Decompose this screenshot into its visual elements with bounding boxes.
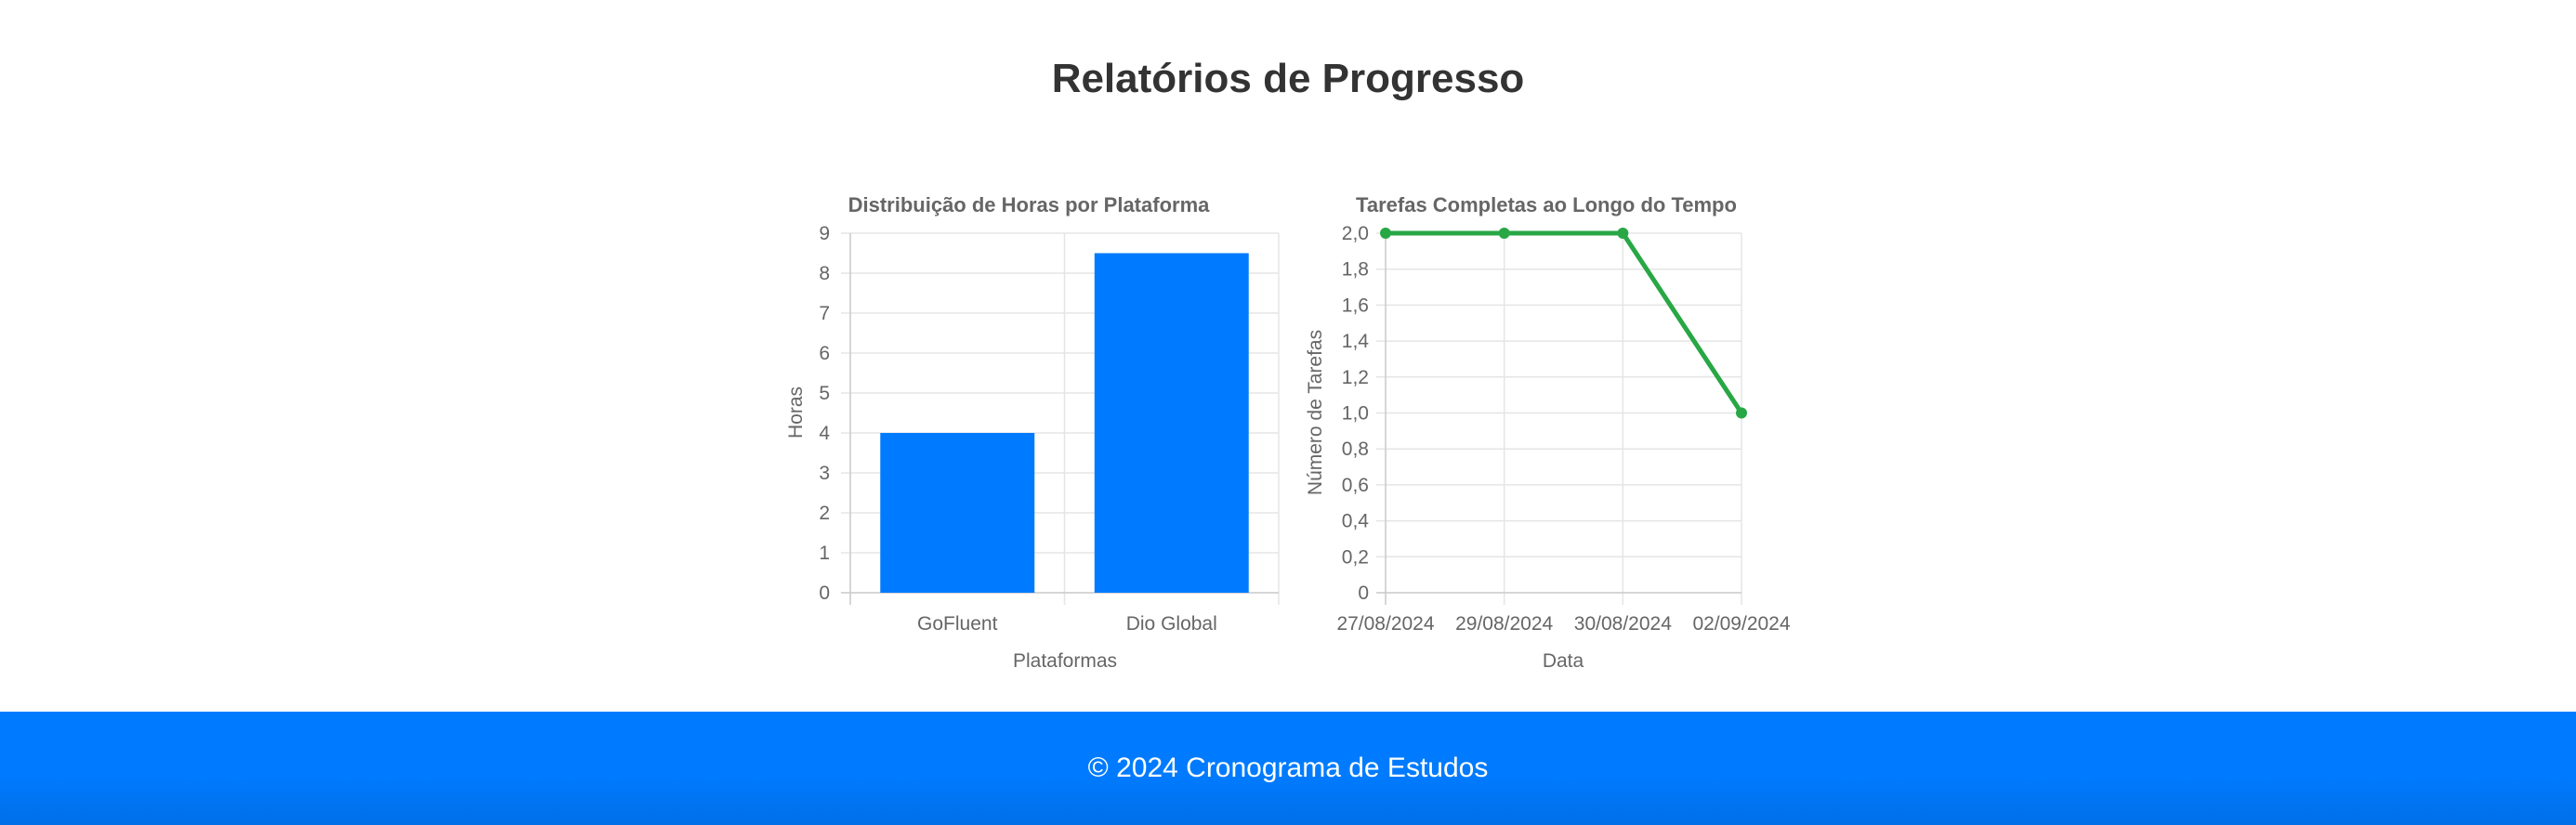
bar-chart-y-tick: 9 [819,223,830,244]
page-title: Relatórios de Progresso [1051,56,1525,101]
line-chart-y-tick: 0,6 [1342,475,1369,496]
charts-area: Distribuição de Horas por Plataforma 0 1 2… [785,193,1791,672]
bar-chart-bars [880,253,1249,593]
line-chart-x-ticks: 27/08/2024 29/08/2024 30/08/2024 02/09/2024 [1336,613,1790,635]
line-chart-y-tick: 1,2 [1342,367,1369,388]
bar-chart-y-tick: 4 [819,423,830,444]
line-chart-point [1736,407,1747,419]
line-chart-x-axis-label: Data [1543,650,1584,672]
line-chart-point [1617,228,1629,239]
line-chart-y-tick: 0,8 [1342,439,1369,460]
footer-text: © 2024 Cronograma de Estudos [1087,753,1489,783]
bar-chart-x-tick: GoFluent [917,613,998,635]
bar-chart-y-tick: 0 [819,583,830,604]
bar-chart-y-tick: 3 [819,463,830,484]
line-chart-y-ticks: 0 0,2 0,4 0,6 0,8 1,0 1,2 1,4 1,6 1,8 2,0 [1342,223,1370,604]
line-chart-title: Tarefas Completas ao Longo do Tempo [1356,193,1737,216]
line-chart-y-tick: 2,0 [1342,223,1369,244]
line-chart-y-tick: 0,4 [1342,511,1370,532]
line-chart-series-line [1386,230,1744,414]
line-chart-point [1380,228,1391,239]
line-chart-point [1498,228,1510,239]
line-chart-y-tick: 1,0 [1342,403,1369,425]
line-chart-grid [1376,232,1742,605]
bar-chart-bar [880,433,1035,593]
bar-chart-y-ticks: 0 1 2 3 4 5 6 7 8 9 [819,223,830,604]
bar-chart-x-ticks: GoFluent Dio Global [917,613,1217,635]
line-chart-y-axis-label: Número de Tarefas [1305,330,1326,495]
bar-chart-bar [1094,253,1249,593]
line-chart: Tarefas Completas ao Longo do Tempo 0 0,2… [1305,193,1791,672]
bar-chart-x-tick: Dio Global [1126,613,1217,635]
bar-chart: Distribuição de Horas por Plataforma 0 1 2… [785,193,1280,672]
bar-chart-y-tick: 7 [819,303,830,324]
bar-chart-title: Distribuição de Horas por Plataforma [848,193,1211,216]
bar-chart-y-tick: 2 [819,503,830,524]
line-chart-series [1380,228,1747,419]
bar-chart-x-axis-label: Plataformas [1013,650,1117,672]
bar-chart-y-tick: 1 [819,543,830,564]
line-chart-x-tick: 29/08/2024 [1455,613,1553,635]
line-chart-y-tick: 0,2 [1342,546,1369,568]
line-chart-y-tick: 1,4 [1342,331,1370,352]
bar-chart-y-tick: 5 [819,383,830,404]
line-chart-y-tick: 1,6 [1342,295,1369,316]
bar-chart-y-tick: 6 [819,343,830,364]
line-chart-x-tick: 02/09/2024 [1692,613,1790,635]
line-chart-x-tick: 30/08/2024 [1574,613,1672,635]
line-chart-y-tick: 1,8 [1342,259,1369,281]
footer: © 2024 Cronograma de Estudos [0,712,2576,825]
line-chart-x-tick: 27/08/2024 [1336,613,1434,635]
bar-chart-y-axis-label: Horas [785,386,807,439]
bar-chart-y-tick: 8 [819,263,830,284]
line-chart-y-tick: 0 [1358,583,1369,604]
